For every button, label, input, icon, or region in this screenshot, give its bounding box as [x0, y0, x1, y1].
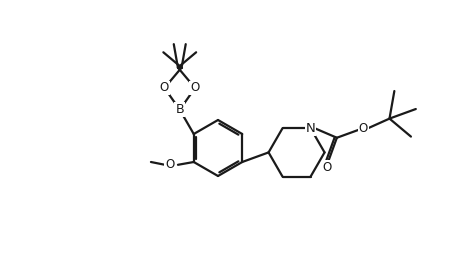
Text: O: O: [160, 81, 169, 94]
Text: O: O: [165, 158, 175, 171]
Text: O: O: [359, 122, 368, 135]
Text: B: B: [175, 103, 184, 116]
Text: O: O: [190, 81, 200, 94]
Text: N: N: [306, 122, 316, 135]
Text: O: O: [323, 160, 332, 174]
